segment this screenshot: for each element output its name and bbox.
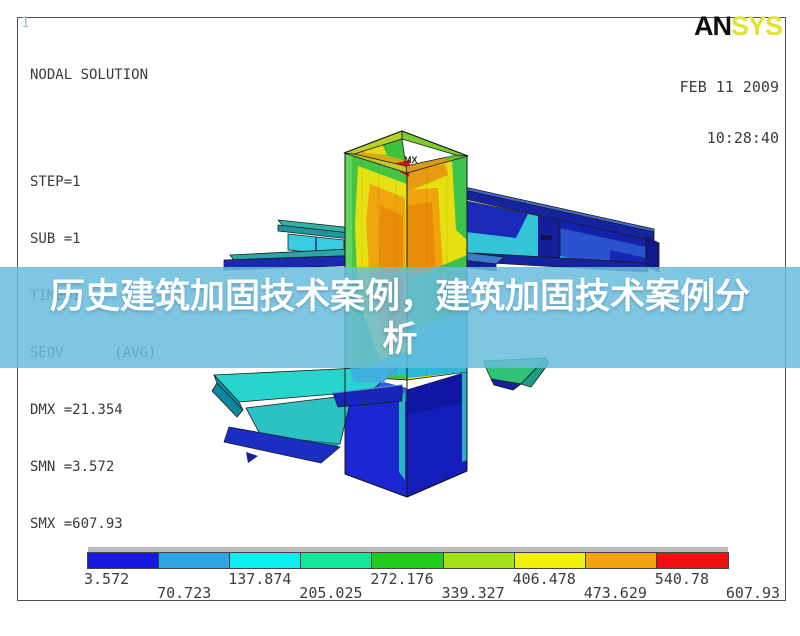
annotation-line: SUB =1	[30, 231, 81, 247]
ansys-logo: ANSYS	[693, 11, 783, 42]
annotation-line: SMX =607.93	[30, 516, 123, 532]
banner-title-line2: 析	[382, 319, 418, 359]
max-stress-label: MX	[404, 155, 418, 165]
annotation-line: STEP=1	[30, 174, 81, 190]
annotation-line: SMN =3.572	[30, 459, 115, 475]
ansys-logo-an: AN	[693, 11, 732, 41]
ansys-logo-sys: SYS	[730, 11, 783, 41]
plot-number: 1	[21, 15, 30, 31]
banner-title-line1: 历史建筑加固技术案例，建筑加固技术案例分	[49, 276, 750, 316]
datetime-stamp: FEB 11 2009 10:28:40	[680, 45, 779, 181]
date-text: FEB 11 2009	[679, 78, 779, 96]
title-banner: 历史建筑加固技术案例，建筑加固技术案例分 析	[0, 267, 800, 368]
annotation-line: NODAL SOLUTION	[30, 67, 149, 83]
min-stress-label: MN	[541, 235, 552, 242]
lower-diaphragm	[332, 384, 403, 408]
time-text: 10:28:40	[706, 129, 779, 147]
annotation-line: DMX =21.354	[30, 402, 123, 418]
